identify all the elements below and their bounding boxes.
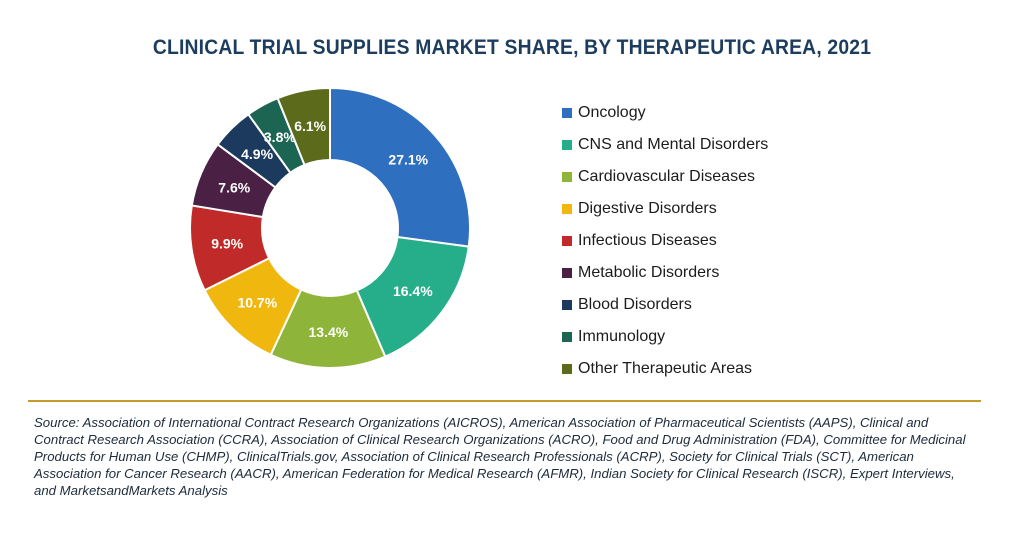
legend-swatch bbox=[562, 172, 572, 182]
chart-title: CLINICAL TRIAL SUPPLIES MARKET SHARE, BY… bbox=[152, 36, 872, 59]
legend-item-4: Infectious Diseases bbox=[562, 225, 768, 257]
legend-label: Immunology bbox=[578, 328, 666, 345]
slice-value-label-6: 4.9% bbox=[241, 146, 273, 162]
legend-item-0: Oncology bbox=[562, 97, 768, 129]
legend-swatch bbox=[562, 364, 572, 374]
legend-swatch bbox=[562, 268, 572, 278]
legend-label: CNS and Mental Disorders bbox=[578, 136, 769, 153]
slice-value-label-0: 27.1% bbox=[388, 152, 428, 168]
legend-swatch bbox=[562, 108, 572, 118]
chart-legend: Oncology CNS and Mental Disorders Cardiova… bbox=[562, 97, 768, 385]
legend-label: Metabolic Disorders bbox=[578, 264, 720, 281]
slice-value-label-3: 10.7% bbox=[237, 294, 277, 310]
legend-swatch bbox=[562, 140, 572, 150]
legend-swatch bbox=[562, 204, 572, 214]
slice-value-label-8: 6.1% bbox=[294, 118, 326, 134]
legend-item-5: Metabolic Disorders bbox=[562, 257, 768, 289]
slice-value-label-5: 7.6% bbox=[218, 179, 250, 195]
legend-item-1: CNS and Mental Disorders bbox=[562, 129, 768, 161]
legend-label: Digestive Disorders bbox=[578, 200, 717, 217]
divider bbox=[28, 400, 981, 402]
slice-value-label-4: 9.9% bbox=[211, 235, 243, 251]
legend-item-8: Other Therapeutic Areas bbox=[562, 353, 768, 385]
legend-label: Other Therapeutic Areas bbox=[578, 360, 753, 377]
legend-label: Blood Disorders bbox=[578, 296, 692, 313]
legend-swatch bbox=[562, 236, 572, 246]
legend-item-3: Digestive Disorders bbox=[562, 193, 768, 225]
legend-item-7: Immunology bbox=[562, 321, 768, 353]
legend-swatch bbox=[562, 332, 572, 342]
legend-swatch bbox=[562, 300, 572, 310]
legend-item-6: Blood Disorders bbox=[562, 289, 768, 321]
slice-value-label-7: 3.8% bbox=[264, 129, 296, 145]
donut-slice-8 bbox=[276, 88, 331, 167]
legend-label: Infectious Diseases bbox=[578, 232, 717, 249]
donut-slice-0 bbox=[329, 88, 471, 248]
legend-label: Oncology bbox=[578, 104, 646, 121]
donut-chart: 27.1% 16.4% 13.4% 10.7% 9.9% 7.6% 4.9%3.8%6.1% bbox=[189, 88, 471, 369]
source-note: Source: Association of International Con… bbox=[34, 415, 966, 498]
slice-value-label-2: 13.4% bbox=[309, 324, 349, 340]
legend-item-2: Cardiovascular Diseases bbox=[562, 161, 768, 193]
slice-value-label-1: 16.4% bbox=[393, 283, 433, 299]
legend-label: Cardiovascular Diseases bbox=[578, 168, 755, 185]
